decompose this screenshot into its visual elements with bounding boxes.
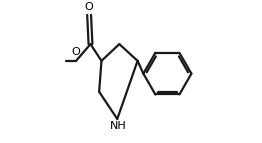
Text: O: O — [72, 47, 80, 57]
Text: NH: NH — [110, 121, 126, 131]
Text: O: O — [85, 2, 94, 12]
